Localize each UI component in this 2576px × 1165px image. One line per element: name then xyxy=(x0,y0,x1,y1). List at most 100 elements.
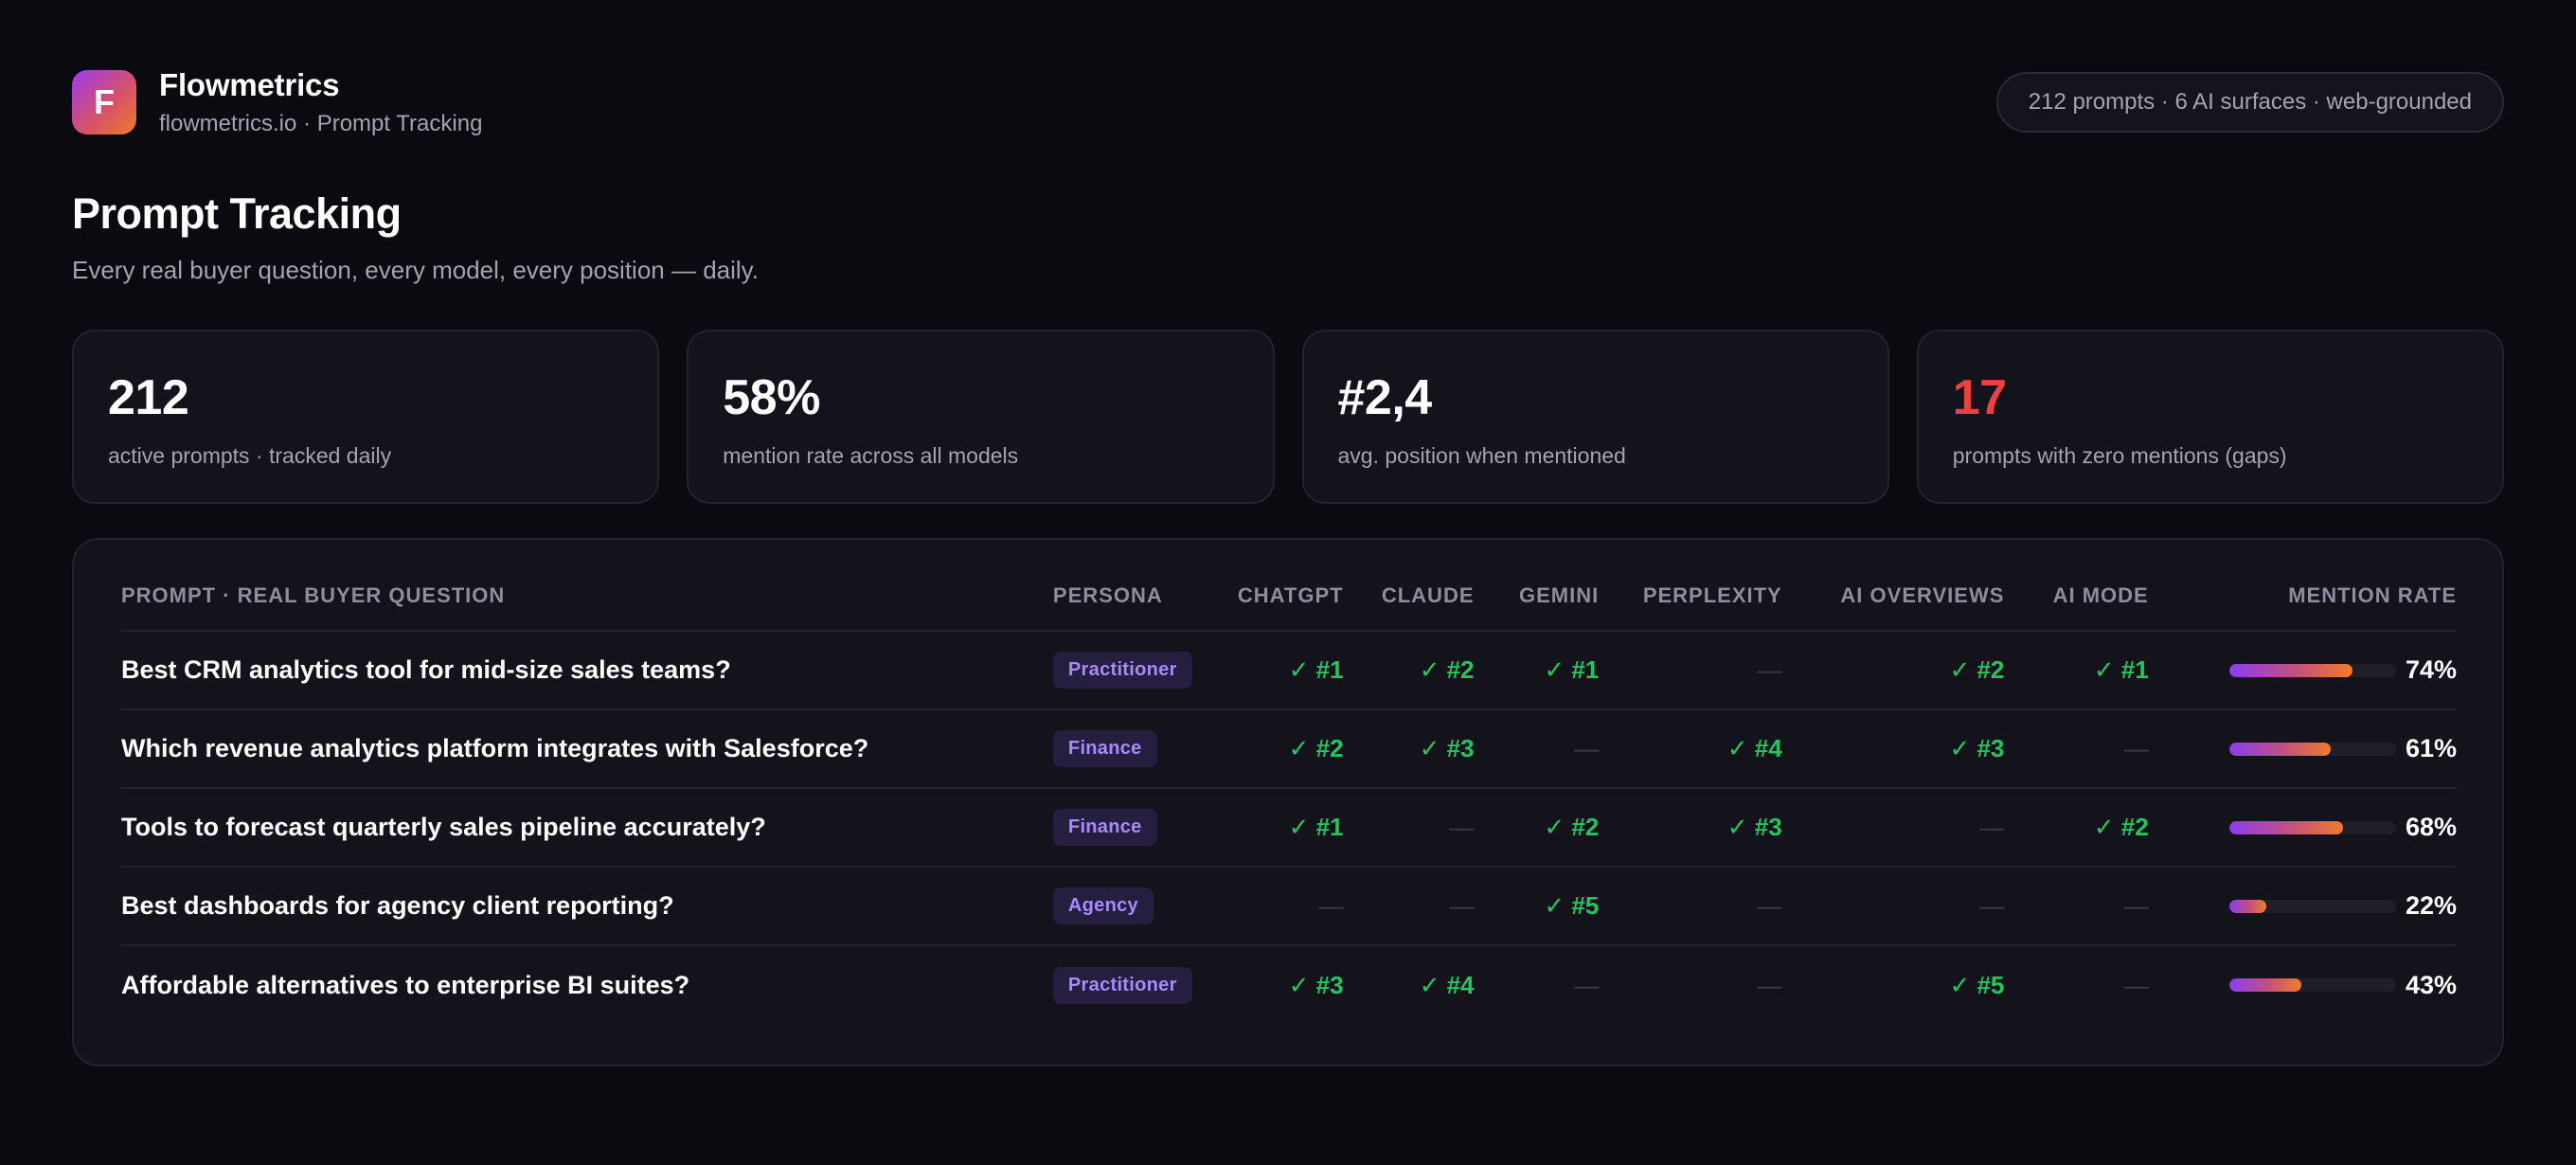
prompt-text[interactable]: Best dashboards for agency client report… xyxy=(121,867,1053,946)
persona-badge: Finance xyxy=(1052,730,1157,767)
prompt-text[interactable]: Which revenue analytics platform integra… xyxy=(121,709,1053,789)
mention-rate-bar xyxy=(2229,742,2396,756)
position-perplexity: — xyxy=(1757,970,1782,999)
mention-rate-bar-fill xyxy=(2229,742,2332,756)
stat-label: active prompts · tracked daily xyxy=(108,443,392,468)
mention-rate-bar xyxy=(2229,899,2396,913)
stat-value: #2,4 xyxy=(1337,370,1433,425)
persona-badge: Finance xyxy=(1052,809,1157,846)
app-name: Flowmetrics xyxy=(159,67,340,102)
stat-card-avg-position: #2,4 avg. position when mentioned xyxy=(1301,330,1889,504)
table-row[interactable]: Tools to forecast quarterly sales pipeli… xyxy=(121,788,2457,868)
col-header-ai-mode[interactable]: AI Mode xyxy=(2004,540,2149,632)
col-header-perplexity[interactable]: Perplexity xyxy=(1599,540,1782,632)
persona-badge: Agency xyxy=(1052,887,1154,924)
stat-value: 17 xyxy=(1952,370,2007,425)
mention-rate-value: 22% xyxy=(2405,891,2457,920)
stat-value: 58% xyxy=(723,370,820,425)
position-claude: ✓ #2 xyxy=(1343,631,1475,710)
mention-rate-value: 61% xyxy=(2405,734,2457,762)
mention-rate-value: 43% xyxy=(2405,970,2457,999)
mention-rate-cell: 22% xyxy=(2148,867,2457,946)
position-claude: ✓ #4 xyxy=(1419,970,1475,999)
position-gemini: ✓ #2 xyxy=(1474,788,1600,868)
stat-card-gaps: 17 prompts with zero mentions (gaps) xyxy=(1916,330,2504,504)
position-ai-overviews: ✓ #5 xyxy=(1949,970,2005,999)
mention-rate-bar-fill xyxy=(2229,820,2343,834)
position-ai-mode: — xyxy=(2004,867,2149,946)
mention-rate-bar xyxy=(2229,663,2396,677)
mention-rate-bar-fill xyxy=(2229,899,2266,913)
persona-cell: Practitioner xyxy=(1052,631,1227,710)
top-bar: F Flowmetrics flowmetrics.io · Prompt Tr… xyxy=(72,67,2504,137)
position-perplexity: ✓ #3 xyxy=(1599,788,1782,868)
prompt-text[interactable]: Affordable alternatives to enterprise BI… xyxy=(121,970,690,999)
table-row[interactable]: Which revenue analytics platform integra… xyxy=(121,709,2457,789)
mention-rate-cell: 61% xyxy=(2148,709,2457,789)
prompt-table: Prompt · Real Buyer Question Persona Cha… xyxy=(121,540,2457,1024)
brand-text: Flowmetrics flowmetrics.io · Prompt Trac… xyxy=(159,67,482,137)
prompt-text[interactable]: Tools to forecast quarterly sales pipeli… xyxy=(121,788,1053,868)
stat-card-active-prompts: 212 active prompts · tracked daily xyxy=(72,330,660,504)
col-header-gemini[interactable]: Gemini xyxy=(1474,540,1600,632)
col-header-persona[interactable]: Persona xyxy=(1052,540,1227,632)
position-chatgpt: ✓ #1 xyxy=(1226,788,1344,868)
position-ai-mode: ✓ #2 xyxy=(2004,788,2149,868)
brand[interactable]: F Flowmetrics flowmetrics.io · Prompt Tr… xyxy=(72,67,482,137)
position-perplexity: — xyxy=(1599,867,1782,946)
table-header-row: Prompt · Real Buyer Question Persona Cha… xyxy=(121,540,2457,632)
prompt-text[interactable]: Best CRM analytics tool for mid-size sal… xyxy=(121,631,1053,710)
app-subtitle: flowmetrics.io · Prompt Tracking xyxy=(159,111,483,136)
persona-cell: Practitioner xyxy=(1052,945,1226,1024)
position-chatgpt: ✓ #1 xyxy=(1226,631,1344,710)
col-header-prompt[interactable]: Prompt · Real Buyer Question xyxy=(121,540,1053,632)
position-chatgpt: ✓ #3 xyxy=(1288,970,1344,999)
prompt-table-card: Prompt · Real Buyer Question Persona Cha… xyxy=(72,538,2504,1066)
position-ai-overviews: ✓ #3 xyxy=(1781,709,2005,789)
persona-cell: Agency xyxy=(1052,867,1227,946)
position-claude: ✓ #3 xyxy=(1343,709,1475,789)
col-header-mention-rate[interactable]: Mention Rate xyxy=(2148,540,2457,632)
mention-rate-bar-fill xyxy=(2229,978,2301,992)
position-gemini: ✓ #5 xyxy=(1474,867,1600,946)
col-header-claude[interactable]: Claude xyxy=(1343,540,1475,632)
stat-card-mention-rate: 58% mention rate across all models xyxy=(687,330,1275,504)
table-row[interactable]: Best dashboards for agency client report… xyxy=(121,867,2457,946)
mention-rate-cell: 74% xyxy=(2148,631,2457,710)
position-perplexity: ✓ #4 xyxy=(1599,709,1782,789)
position-ai-mode: ✓ #1 xyxy=(2004,631,2149,710)
stat-cards: 212 active prompts · tracked daily 58% m… xyxy=(72,330,2504,504)
persona-badge: Practitioner xyxy=(1052,652,1192,689)
mention-rate-value: 68% xyxy=(2405,813,2457,841)
table-row[interactable]: Best CRM analytics tool for mid-size sal… xyxy=(121,631,2457,710)
stat-label: mention rate across all models xyxy=(723,443,1019,468)
page-title: Prompt Tracking xyxy=(72,189,402,238)
col-header-chatgpt[interactable]: ChatGPT xyxy=(1226,540,1344,632)
position-chatgpt: ✓ #2 xyxy=(1226,709,1344,789)
persona-cell: Finance xyxy=(1052,788,1227,868)
persona-cell: Finance xyxy=(1052,709,1227,789)
mention-rate-cell: 43% xyxy=(2149,945,2457,1024)
table-row[interactable]: Affordable alternatives to enterprise BI… xyxy=(121,945,2457,1024)
mention-rate-bar xyxy=(2229,978,2396,992)
position-claude: — xyxy=(1343,788,1475,868)
position-ai-overviews: — xyxy=(1781,867,2005,946)
mention-rate-value: 74% xyxy=(2405,655,2457,684)
mention-rate-bar xyxy=(2229,820,2396,834)
position-ai-overviews: ✓ #2 xyxy=(1781,631,2005,710)
stat-label: avg. position when mentioned xyxy=(1337,443,1626,468)
position-chatgpt: — xyxy=(1226,867,1344,946)
position-gemini: — xyxy=(1574,970,1600,999)
position-ai-mode: — xyxy=(2123,970,2149,999)
mention-rate-bar-fill xyxy=(2229,663,2353,677)
persona-badge: Practitioner xyxy=(1052,966,1192,1004)
position-gemini: ✓ #1 xyxy=(1474,631,1600,710)
summary-pill: 212 prompts · 6 AI surfaces · web-ground… xyxy=(1995,72,2504,133)
mention-rate-cell: 68% xyxy=(2148,788,2457,868)
position-claude: — xyxy=(1343,867,1475,946)
position-gemini: — xyxy=(1474,709,1600,789)
col-header-ai-overviews[interactable]: AI Overviews xyxy=(1781,540,2005,632)
stat-label: prompts with zero mentions (gaps) xyxy=(1952,443,2287,468)
position-ai-mode: — xyxy=(2004,709,2149,789)
